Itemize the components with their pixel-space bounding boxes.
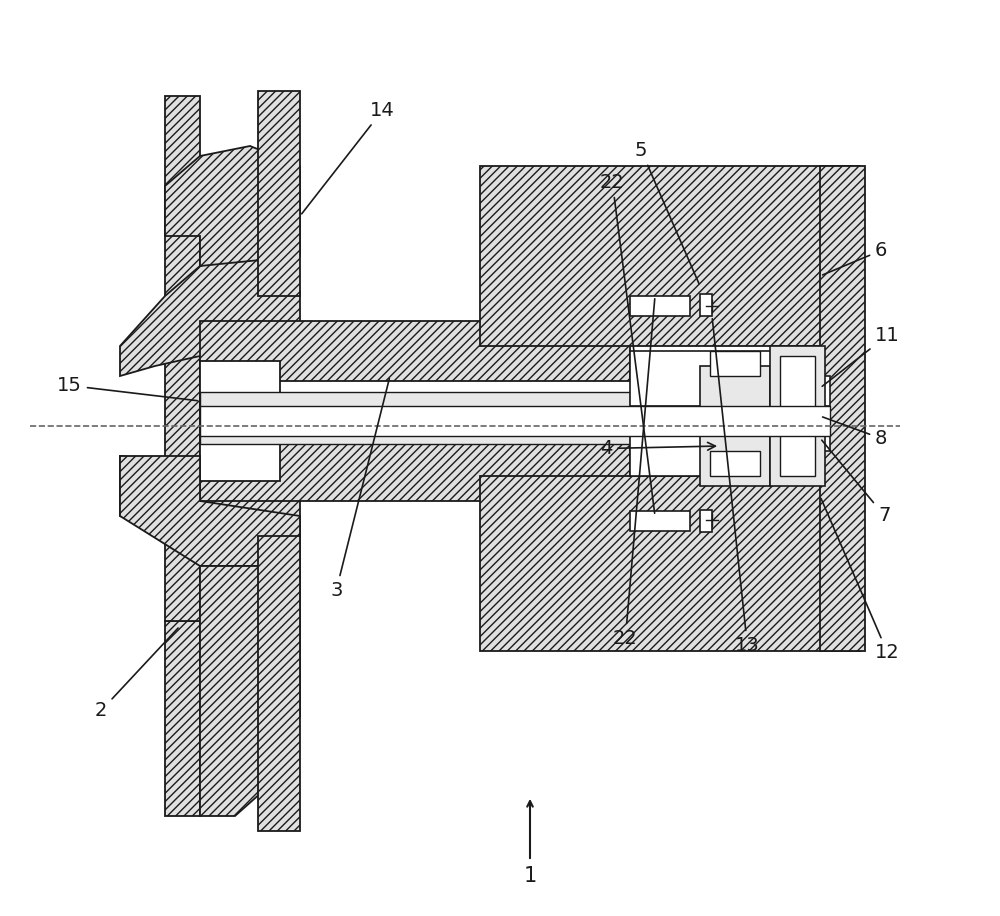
- Bar: [165, 96, 200, 231]
- Polygon shape: [120, 456, 300, 541]
- Bar: [258, 91, 300, 296]
- Bar: [200, 321, 630, 381]
- Bar: [480, 166, 860, 346]
- Text: 1: 1: [523, 866, 537, 886]
- Text: 7: 7: [822, 441, 890, 525]
- Bar: [165, 231, 200, 621]
- Bar: [700, 366, 770, 486]
- Text: 14: 14: [302, 101, 395, 213]
- Bar: [710, 351, 760, 376]
- Bar: [630, 421, 815, 476]
- Bar: [780, 356, 815, 476]
- Bar: [258, 536, 300, 831]
- Text: 5: 5: [635, 141, 699, 283]
- Text: 3: 3: [330, 378, 389, 600]
- Text: 22: 22: [600, 173, 655, 513]
- Bar: [710, 451, 760, 476]
- Bar: [165, 621, 200, 816]
- Bar: [700, 510, 712, 532]
- Bar: [480, 476, 860, 651]
- Polygon shape: [200, 566, 300, 816]
- Bar: [820, 166, 865, 651]
- Bar: [200, 392, 630, 444]
- Bar: [700, 294, 712, 316]
- Bar: [630, 351, 815, 406]
- Text: 8: 8: [823, 417, 887, 448]
- Bar: [200, 361, 280, 481]
- Bar: [200, 406, 830, 436]
- Text: 6: 6: [823, 241, 887, 275]
- Bar: [630, 511, 690, 531]
- Text: 15: 15: [57, 376, 197, 400]
- Polygon shape: [120, 256, 300, 376]
- Polygon shape: [120, 456, 300, 566]
- Bar: [770, 346, 825, 486]
- Text: 13: 13: [712, 319, 760, 655]
- Bar: [200, 441, 630, 501]
- Polygon shape: [165, 146, 300, 266]
- Bar: [815, 376, 830, 406]
- Text: 2: 2: [95, 628, 178, 720]
- Text: 11: 11: [822, 326, 900, 387]
- Bar: [630, 296, 690, 316]
- Bar: [815, 421, 830, 451]
- Text: 4: 4: [600, 439, 715, 458]
- Text: 12: 12: [821, 498, 900, 662]
- Text: 22: 22: [613, 299, 655, 648]
